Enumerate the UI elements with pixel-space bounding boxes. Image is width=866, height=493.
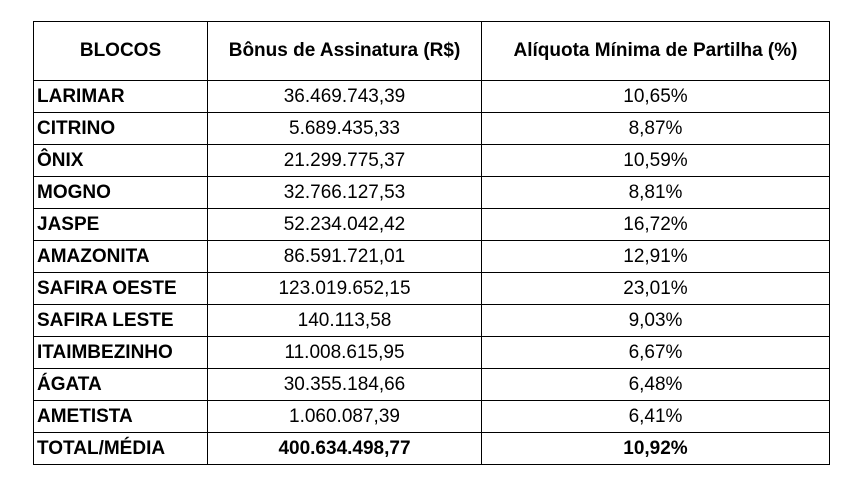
aliquota-value: 8,81% bbox=[481, 176, 830, 209]
aliquota-value: 12,91% bbox=[481, 240, 830, 273]
aliquota-value: 6,67% bbox=[481, 336, 830, 369]
total-aliquota: 10,92% bbox=[481, 432, 830, 465]
total-bonus: 400.634.498,77 bbox=[207, 432, 482, 465]
aliquota-value: 16,72% bbox=[481, 208, 830, 241]
block-name: SAFIRA LESTE bbox=[33, 304, 208, 337]
table-row: ÁGATA 30.355.184,66 6,48% bbox=[33, 368, 830, 401]
block-name: ÁGATA bbox=[33, 368, 208, 401]
bonus-value: 11.008.615,95 bbox=[207, 336, 482, 369]
aliquota-value: 8,87% bbox=[481, 112, 830, 145]
block-name: LARIMAR bbox=[33, 80, 208, 113]
table-row: ÔNIX 21.299.775,37 10,59% bbox=[33, 144, 830, 177]
bonus-value: 5.689.435,33 bbox=[207, 112, 482, 145]
table-row: SAFIRA LESTE 140.113,58 9,03% bbox=[33, 304, 830, 337]
aliquota-value: 6,48% bbox=[481, 368, 830, 401]
aliquota-value: 23,01% bbox=[481, 272, 830, 305]
table-row: ITAIMBEZINHO 11.008.615,95 6,67% bbox=[33, 336, 830, 369]
bonus-value: 140.113,58 bbox=[207, 304, 482, 337]
bonus-value: 123.019.652,15 bbox=[207, 272, 482, 305]
header-row: BLOCOS Bônus de Assinatura (R$) Alíquota… bbox=[33, 21, 830, 81]
bonus-value: 86.591.721,01 bbox=[207, 240, 482, 273]
bonus-value: 21.299.775,37 bbox=[207, 144, 482, 177]
table-row: JASPE 52.234.042,42 16,72% bbox=[33, 208, 830, 241]
block-name: ITAIMBEZINHO bbox=[33, 336, 208, 369]
block-name: ÔNIX bbox=[33, 144, 208, 177]
table-row: LARIMAR 36.469.743,39 10,65% bbox=[33, 80, 830, 113]
aliquota-value: 6,41% bbox=[481, 400, 830, 433]
block-name: AMETISTA bbox=[33, 400, 208, 433]
table-row: CITRINO 5.689.435,33 8,87% bbox=[33, 112, 830, 145]
table-row: MOGNO 32.766.127,53 8,81% bbox=[33, 176, 830, 209]
total-label: TOTAL/MÉDIA bbox=[33, 432, 208, 465]
block-name: SAFIRA OESTE bbox=[33, 272, 208, 305]
table-row: AMETISTA 1.060.087,39 6,41% bbox=[33, 400, 830, 433]
table-row: AMAZONITA 86.591.721,01 12,91% bbox=[33, 240, 830, 273]
blocks-table: BLOCOS Bônus de Assinatura (R$) Alíquota… bbox=[33, 21, 830, 465]
header-aliquota: Alíquota Mínima de Partilha (%) bbox=[481, 21, 830, 81]
header-bonus: Bônus de Assinatura (R$) bbox=[207, 21, 482, 81]
aliquota-value: 10,65% bbox=[481, 80, 830, 113]
table-body: LARIMAR 36.469.743,39 10,65% CITRINO 5.6… bbox=[33, 80, 830, 465]
header-blocos: BLOCOS bbox=[33, 21, 208, 81]
bonus-value: 52.234.042,42 bbox=[207, 208, 482, 241]
aliquota-value: 9,03% bbox=[481, 304, 830, 337]
block-name: AMAZONITA bbox=[33, 240, 208, 273]
bonus-value: 1.060.087,39 bbox=[207, 400, 482, 433]
block-name: JASPE bbox=[33, 208, 208, 241]
total-row: TOTAL/MÉDIA 400.634.498,77 10,92% bbox=[33, 432, 830, 465]
table-header: BLOCOS Bônus de Assinatura (R$) Alíquota… bbox=[33, 21, 830, 81]
block-name: MOGNO bbox=[33, 176, 208, 209]
bonus-value: 36.469.743,39 bbox=[207, 80, 482, 113]
block-name: CITRINO bbox=[33, 112, 208, 145]
aliquota-value: 10,59% bbox=[481, 144, 830, 177]
bonus-value: 30.355.184,66 bbox=[207, 368, 482, 401]
bonus-value: 32.766.127,53 bbox=[207, 176, 482, 209]
table-row: SAFIRA OESTE 123.019.652,15 23,01% bbox=[33, 272, 830, 305]
